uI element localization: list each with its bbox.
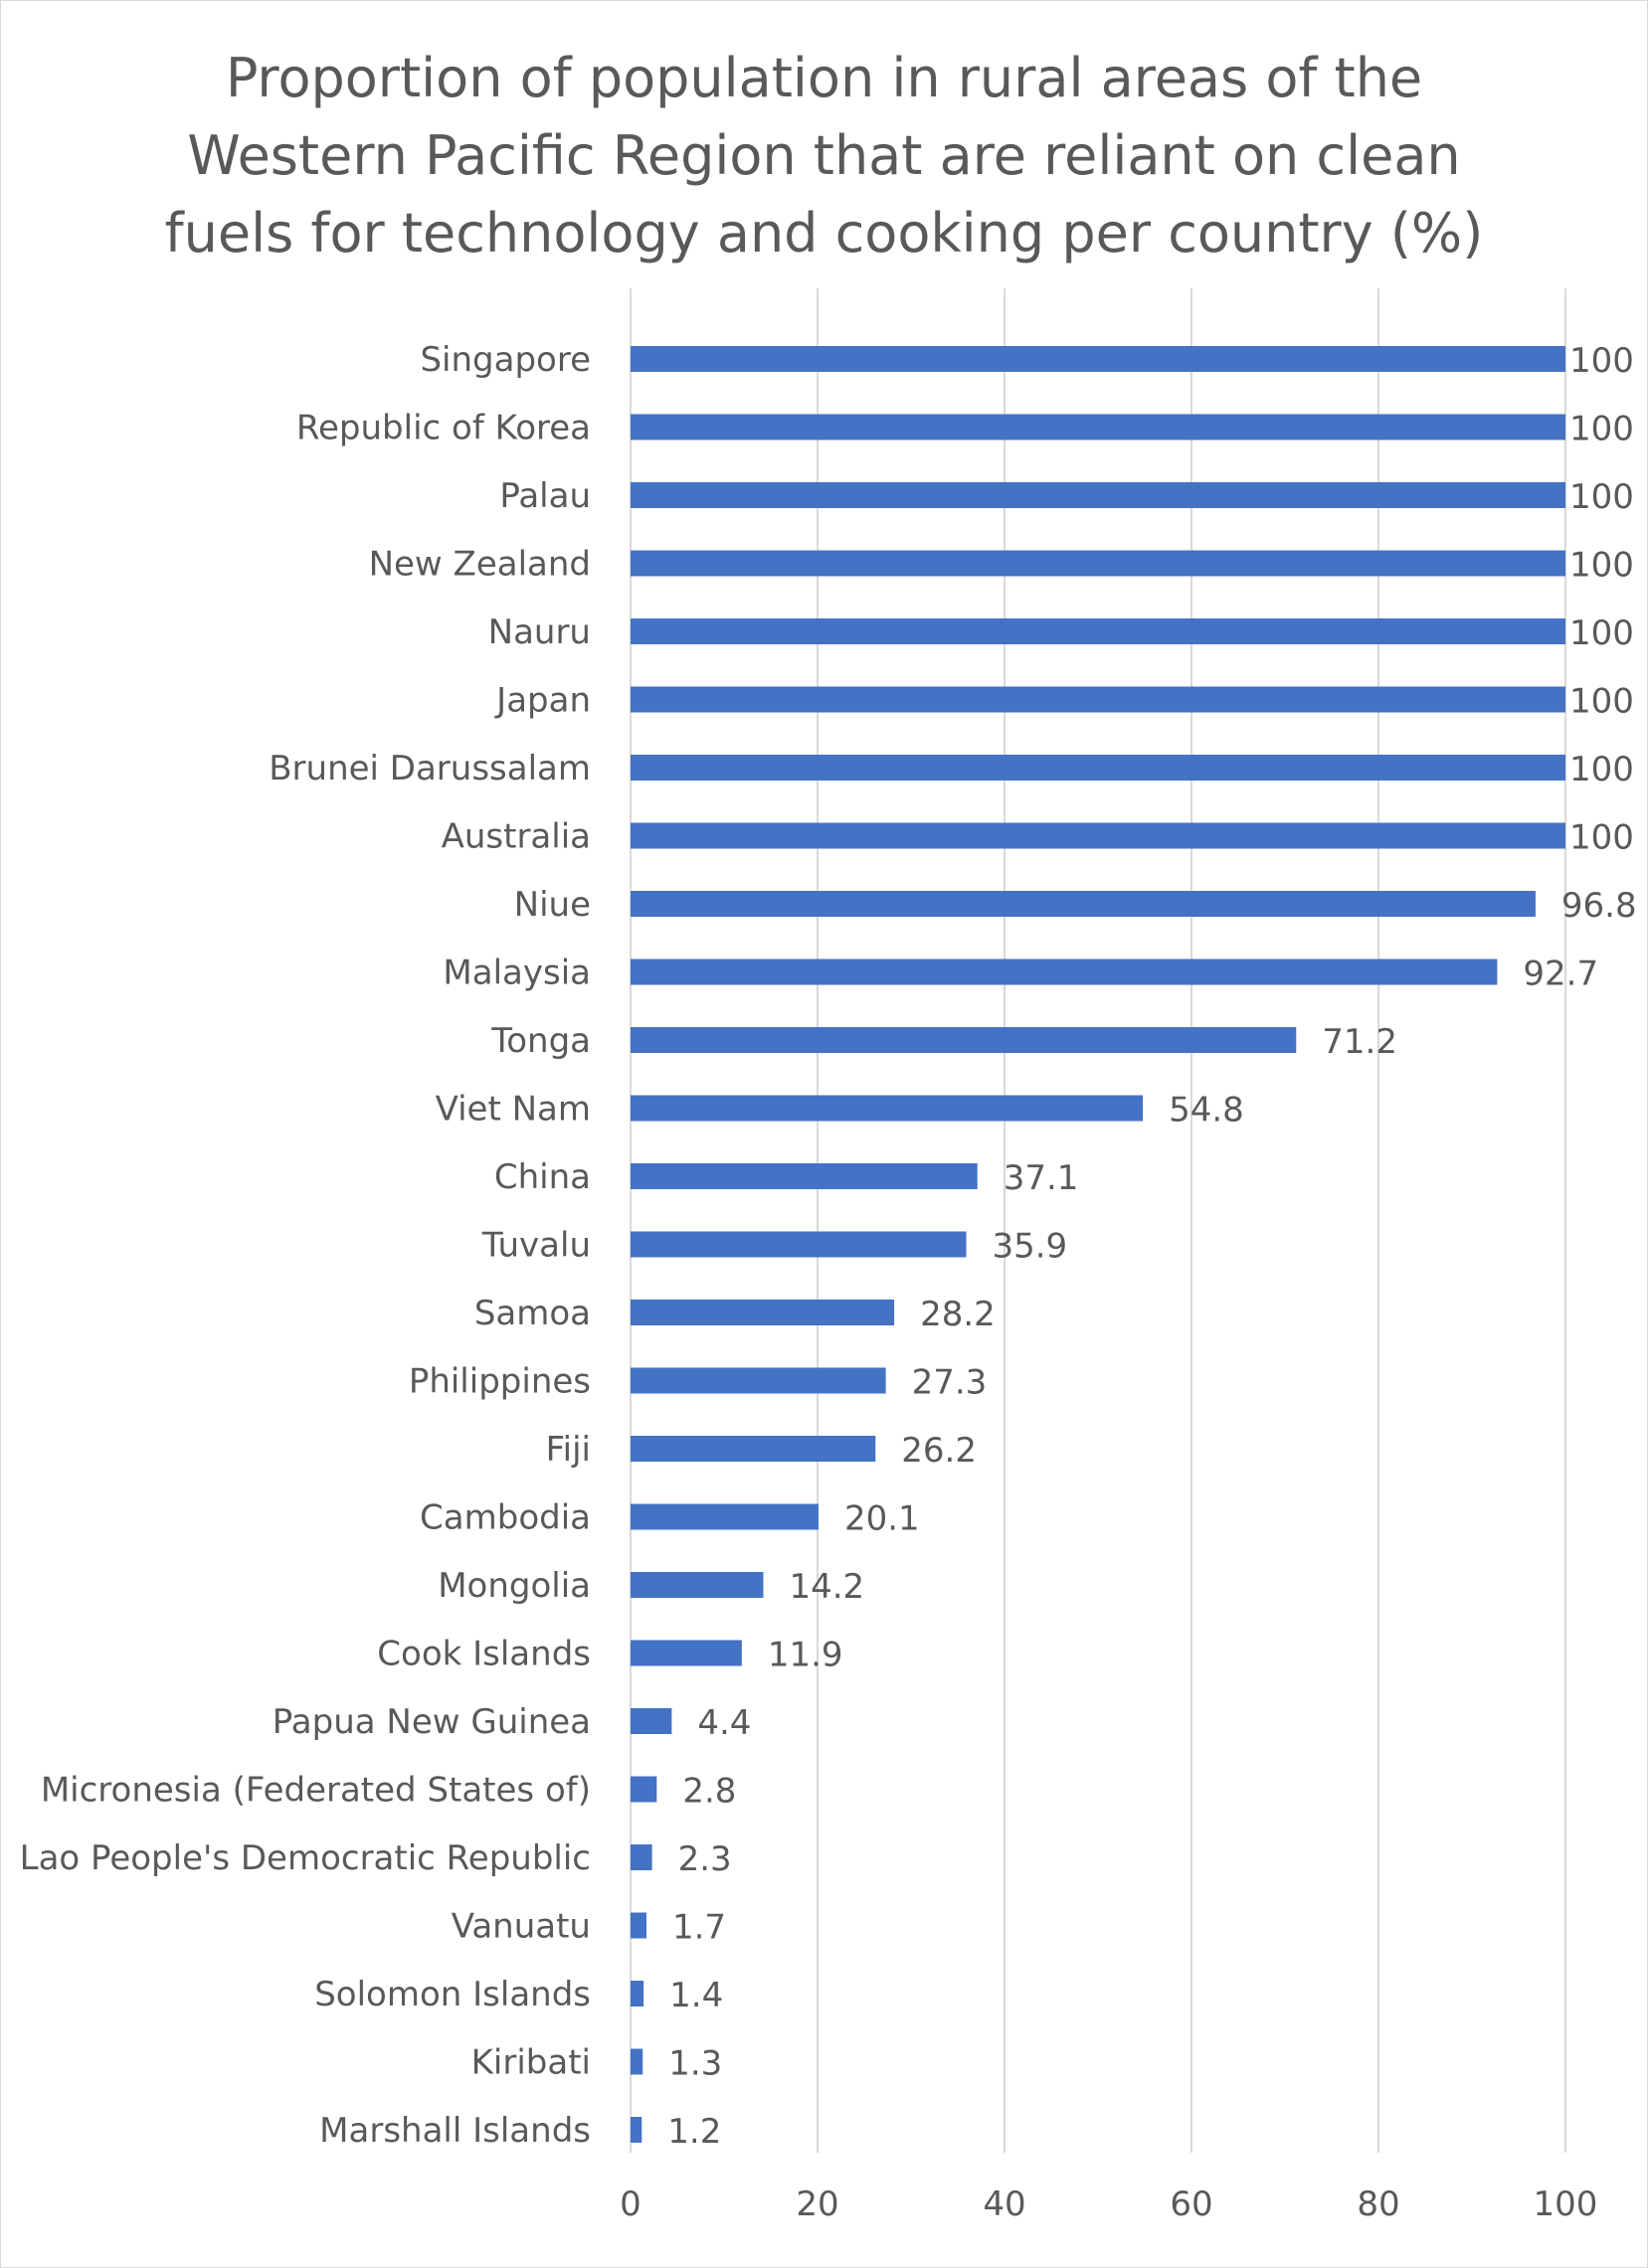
value-label: 28.2: [920, 1295, 996, 1334]
bar: [631, 822, 1565, 849]
chart-title: Proportion of population in rural areas …: [164, 47, 1484, 264]
value-label: 11.9: [768, 1636, 843, 1675]
category-label: Nauru: [488, 612, 591, 652]
category-label: Japan: [494, 681, 591, 721]
category-label: Micronesia (Federated States of): [41, 1771, 591, 1811]
category-label: Vanuatu: [452, 1907, 591, 1947]
x-tick-label: 60: [1170, 2184, 1212, 2224]
category-label: Tonga: [490, 1021, 591, 1061]
bars: [631, 346, 1565, 2143]
value-label: 100: [1569, 750, 1634, 789]
gridlines: [630, 288, 1566, 2153]
bar: [631, 959, 1498, 985]
value-label: 100: [1569, 818, 1634, 858]
bar: [631, 1300, 895, 1325]
value-label: 92.7: [1523, 955, 1598, 994]
bar: [631, 414, 1565, 440]
value-label: 100: [1569, 341, 1634, 381]
bar: [631, 1231, 967, 1258]
category-label: Singapore: [420, 340, 591, 380]
category-label: Malaysia: [443, 954, 591, 993]
category-label: Kiribati: [471, 2043, 591, 2083]
bar: [631, 1981, 644, 2006]
bar: [631, 550, 1565, 577]
value-label: 20.1: [844, 1499, 920, 1539]
x-axis-ticks: 0 20 40 60 80 100: [620, 2184, 1597, 2224]
bar: [631, 1503, 819, 1530]
value-label: 35.9: [992, 1227, 1067, 1267]
category-label: Brunei Darussalam: [269, 749, 591, 788]
bar: [631, 1163, 978, 1189]
value-label: 54.8: [1169, 1091, 1244, 1131]
bar: [631, 482, 1565, 508]
category-label: Marshall Islands: [319, 2111, 591, 2151]
category-label: Niue: [514, 885, 591, 925]
value-label: 71.2: [1322, 1022, 1397, 1062]
bar: [631, 1708, 672, 1734]
bar: [631, 1436, 876, 1462]
category-label: Cook Islands: [377, 1635, 591, 1674]
category-label: Fiji: [546, 1430, 591, 1470]
bar: [631, 346, 1565, 372]
bar: [631, 2117, 642, 2143]
category-label: Viet Nam: [436, 1090, 591, 1130]
bar: [631, 1367, 886, 1394]
category-label: Mongolia: [438, 1566, 591, 1606]
value-label: 1.2: [667, 2112, 721, 2152]
bar: [631, 1640, 742, 1666]
category-label: Samoa: [474, 1294, 591, 1333]
category-label: Republic of Korea: [296, 409, 591, 448]
x-tick-label: 40: [983, 2184, 1025, 2224]
bar: [631, 1027, 1297, 1053]
bar: [631, 1912, 646, 1939]
bar: [631, 1776, 657, 1803]
value-label: 100: [1569, 682, 1634, 722]
bar: [631, 1844, 652, 1870]
category-label: Solomon Islands: [314, 1975, 591, 2014]
bar: [631, 1095, 1144, 1122]
value-labels: 100 100 100 100 100 100 100 100 96.8 92.7 71.2 54.8…: [667, 341, 1636, 2152]
value-label: 1.4: [669, 1976, 723, 2015]
category-labels: Singapore Republic of Korea Palau New Zeala…: [20, 340, 591, 2151]
category-label: Lao People's Democratic Republic: [20, 1838, 591, 1878]
category-label: Australia: [442, 817, 591, 857]
value-label: 37.1: [1004, 1158, 1079, 1198]
x-tick-label: 0: [620, 2184, 641, 2224]
value-label: 100: [1569, 546, 1634, 586]
bar: [631, 1572, 764, 1598]
category-label: Palau: [499, 476, 591, 516]
bar: [631, 2048, 643, 2075]
category-label: China: [494, 1157, 591, 1197]
value-label: 27.3: [912, 1363, 988, 1403]
x-tick-label: 100: [1534, 2184, 1598, 2224]
x-tick-label: 20: [796, 2184, 838, 2224]
value-label: 100: [1569, 477, 1634, 517]
category-label: Cambodia: [420, 1498, 591, 1538]
bar: [631, 618, 1565, 644]
value-label: 2.8: [682, 1772, 736, 1812]
value-label: 14.2: [789, 1567, 864, 1607]
category-label: Papua New Guinea: [273, 1702, 591, 1742]
bar: [631, 891, 1536, 917]
value-label: 26.2: [901, 1431, 977, 1471]
value-label: 100: [1569, 613, 1634, 653]
value-label: 4.4: [697, 1703, 751, 1743]
value-label: 96.8: [1561, 886, 1637, 926]
value-label: 1.3: [668, 2044, 722, 2084]
category-label: Philippines: [409, 1362, 591, 1402]
value-label: 1.7: [672, 1908, 726, 1948]
category-label: New Zealand: [369, 545, 591, 585]
category-label: Tuvalu: [481, 1226, 591, 1266]
value-label: 100: [1569, 410, 1634, 449]
bar: [631, 755, 1565, 781]
value-label: 2.3: [678, 1839, 732, 1879]
x-tick-label: 80: [1357, 2184, 1399, 2224]
bar: [631, 686, 1565, 713]
